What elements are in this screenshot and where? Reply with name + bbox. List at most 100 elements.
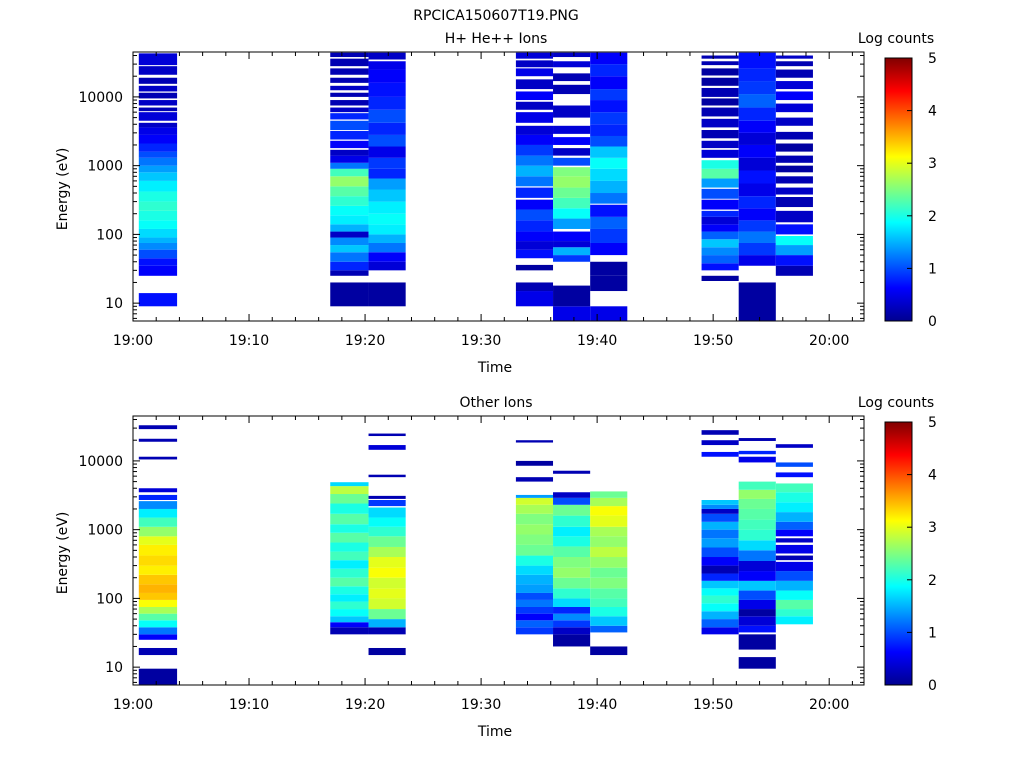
heatmap-cell [553, 241, 591, 248]
heatmap-cell [368, 224, 406, 235]
heatmap-cell [738, 599, 776, 610]
heatmap-cell [775, 265, 813, 276]
heatmap-cell [330, 270, 369, 276]
heatmap-cell [775, 444, 813, 448]
heatmap-cell [775, 165, 813, 173]
heatmap-cell [368, 178, 406, 190]
heatmap-cell [738, 519, 776, 530]
heatmap-cell [330, 622, 369, 628]
heatmap-cell [775, 529, 813, 537]
heatmap-cell [738, 625, 776, 633]
heatmap-cell [701, 538, 739, 548]
page-title: RPCICA150607T19.PNG [413, 8, 578, 24]
heatmap-cell [590, 588, 628, 599]
heatmap-cell [515, 524, 554, 535]
heatmap-cell [138, 494, 178, 500]
heatmap-cell [330, 196, 369, 206]
heatmap-cell [138, 210, 178, 221]
heatmap-cell [738, 144, 776, 158]
heatmap-cell [775, 472, 813, 478]
heatmap-cell [775, 210, 813, 223]
heatmap-cell [701, 627, 739, 635]
heatmap-cell [738, 529, 776, 541]
heatmap-cell [701, 107, 739, 117]
heatmap-cell [368, 536, 406, 547]
heatmap-cell [368, 168, 406, 179]
heatmap-cell [368, 517, 406, 527]
heatmap-cell [775, 502, 813, 513]
heatmap-cell [775, 571, 813, 581]
x-axis-label: Time [477, 360, 512, 376]
heatmap-cell [330, 245, 369, 253]
heatmap-cell [330, 168, 369, 177]
heatmap-cell [138, 647, 178, 656]
heatmap-cell [590, 306, 628, 321]
heatmap-cell [515, 209, 554, 221]
heatmap-cell [368, 234, 406, 243]
heatmap-cell [553, 187, 591, 198]
heatmap-cell [515, 60, 554, 68]
heatmap-cell [590, 506, 628, 516]
heatmap-cell [138, 517, 178, 527]
heatmap-cell [368, 577, 406, 589]
heatmap-cell [775, 81, 813, 90]
heatmap-cell [738, 580, 776, 591]
heatmap-cell [138, 165, 178, 173]
heatmap-cell [368, 647, 406, 656]
heatmap-cell [330, 586, 369, 595]
heatmap-cell [138, 536, 178, 545]
heatmap-cell [553, 588, 591, 599]
y-axis-label: Energy (eV) [55, 512, 71, 595]
heatmap-cell [330, 282, 369, 307]
heatmap-cell [553, 231, 591, 242]
heatmap-cell [738, 508, 776, 520]
heatmap-cell [138, 237, 178, 243]
heatmap-cell [590, 89, 628, 101]
heatmap-cell [775, 462, 813, 467]
heatmap-cell [138, 143, 178, 152]
heatmap-cell [515, 606, 554, 614]
heatmap-cell [738, 183, 776, 197]
heatmap-cell [138, 100, 178, 106]
heatmap-cells [138, 52, 813, 321]
heatmap-cell [553, 176, 591, 188]
heatmap-cell [553, 504, 591, 516]
heatmap-cell [330, 482, 369, 487]
heatmap-cell [515, 282, 554, 292]
heatmap-cell [738, 540, 776, 551]
heatmap-cell [738, 94, 776, 108]
heatmap-cell [775, 245, 813, 256]
heatmap-cell [553, 306, 591, 321]
heatmap-cell [738, 450, 776, 455]
x-tick-label: 19:50 [693, 333, 733, 349]
heatmap-cell [330, 237, 369, 246]
x-tick-label: 19:00 [113, 333, 153, 349]
heatmap-cell [701, 149, 739, 158]
heatmap-cell [738, 550, 776, 561]
heatmap-cell [701, 595, 739, 604]
heatmap-cell [330, 186, 369, 197]
heatmap-cell [368, 61, 406, 70]
heatmap-cell [138, 265, 178, 276]
heatmap-cell [138, 501, 178, 509]
heatmap-cell [553, 492, 591, 498]
heatmap-cell [701, 68, 739, 76]
heatmap-cell [738, 220, 776, 232]
heatmap-cell [738, 157, 776, 171]
heatmap-cell [590, 228, 628, 243]
heatmap-cell [515, 440, 554, 443]
y-tick-label: 10 [105, 296, 123, 312]
heatmap-cell [701, 55, 739, 59]
heatmap-cell [701, 255, 739, 264]
colorbar-tick-label: 4 [928, 104, 937, 120]
heatmap-cell [515, 534, 554, 545]
heatmap-cell [515, 574, 554, 585]
heatmap-cell [138, 151, 178, 158]
heatmap-cell [701, 580, 739, 589]
heatmap-cell [368, 146, 406, 158]
colorbar-tick-label: 1 [928, 261, 937, 277]
heatmap-cell [590, 168, 628, 181]
colorbar-gradient [884, 57, 913, 322]
heatmap-cell [775, 131, 813, 140]
heatmap-cell [701, 98, 739, 106]
